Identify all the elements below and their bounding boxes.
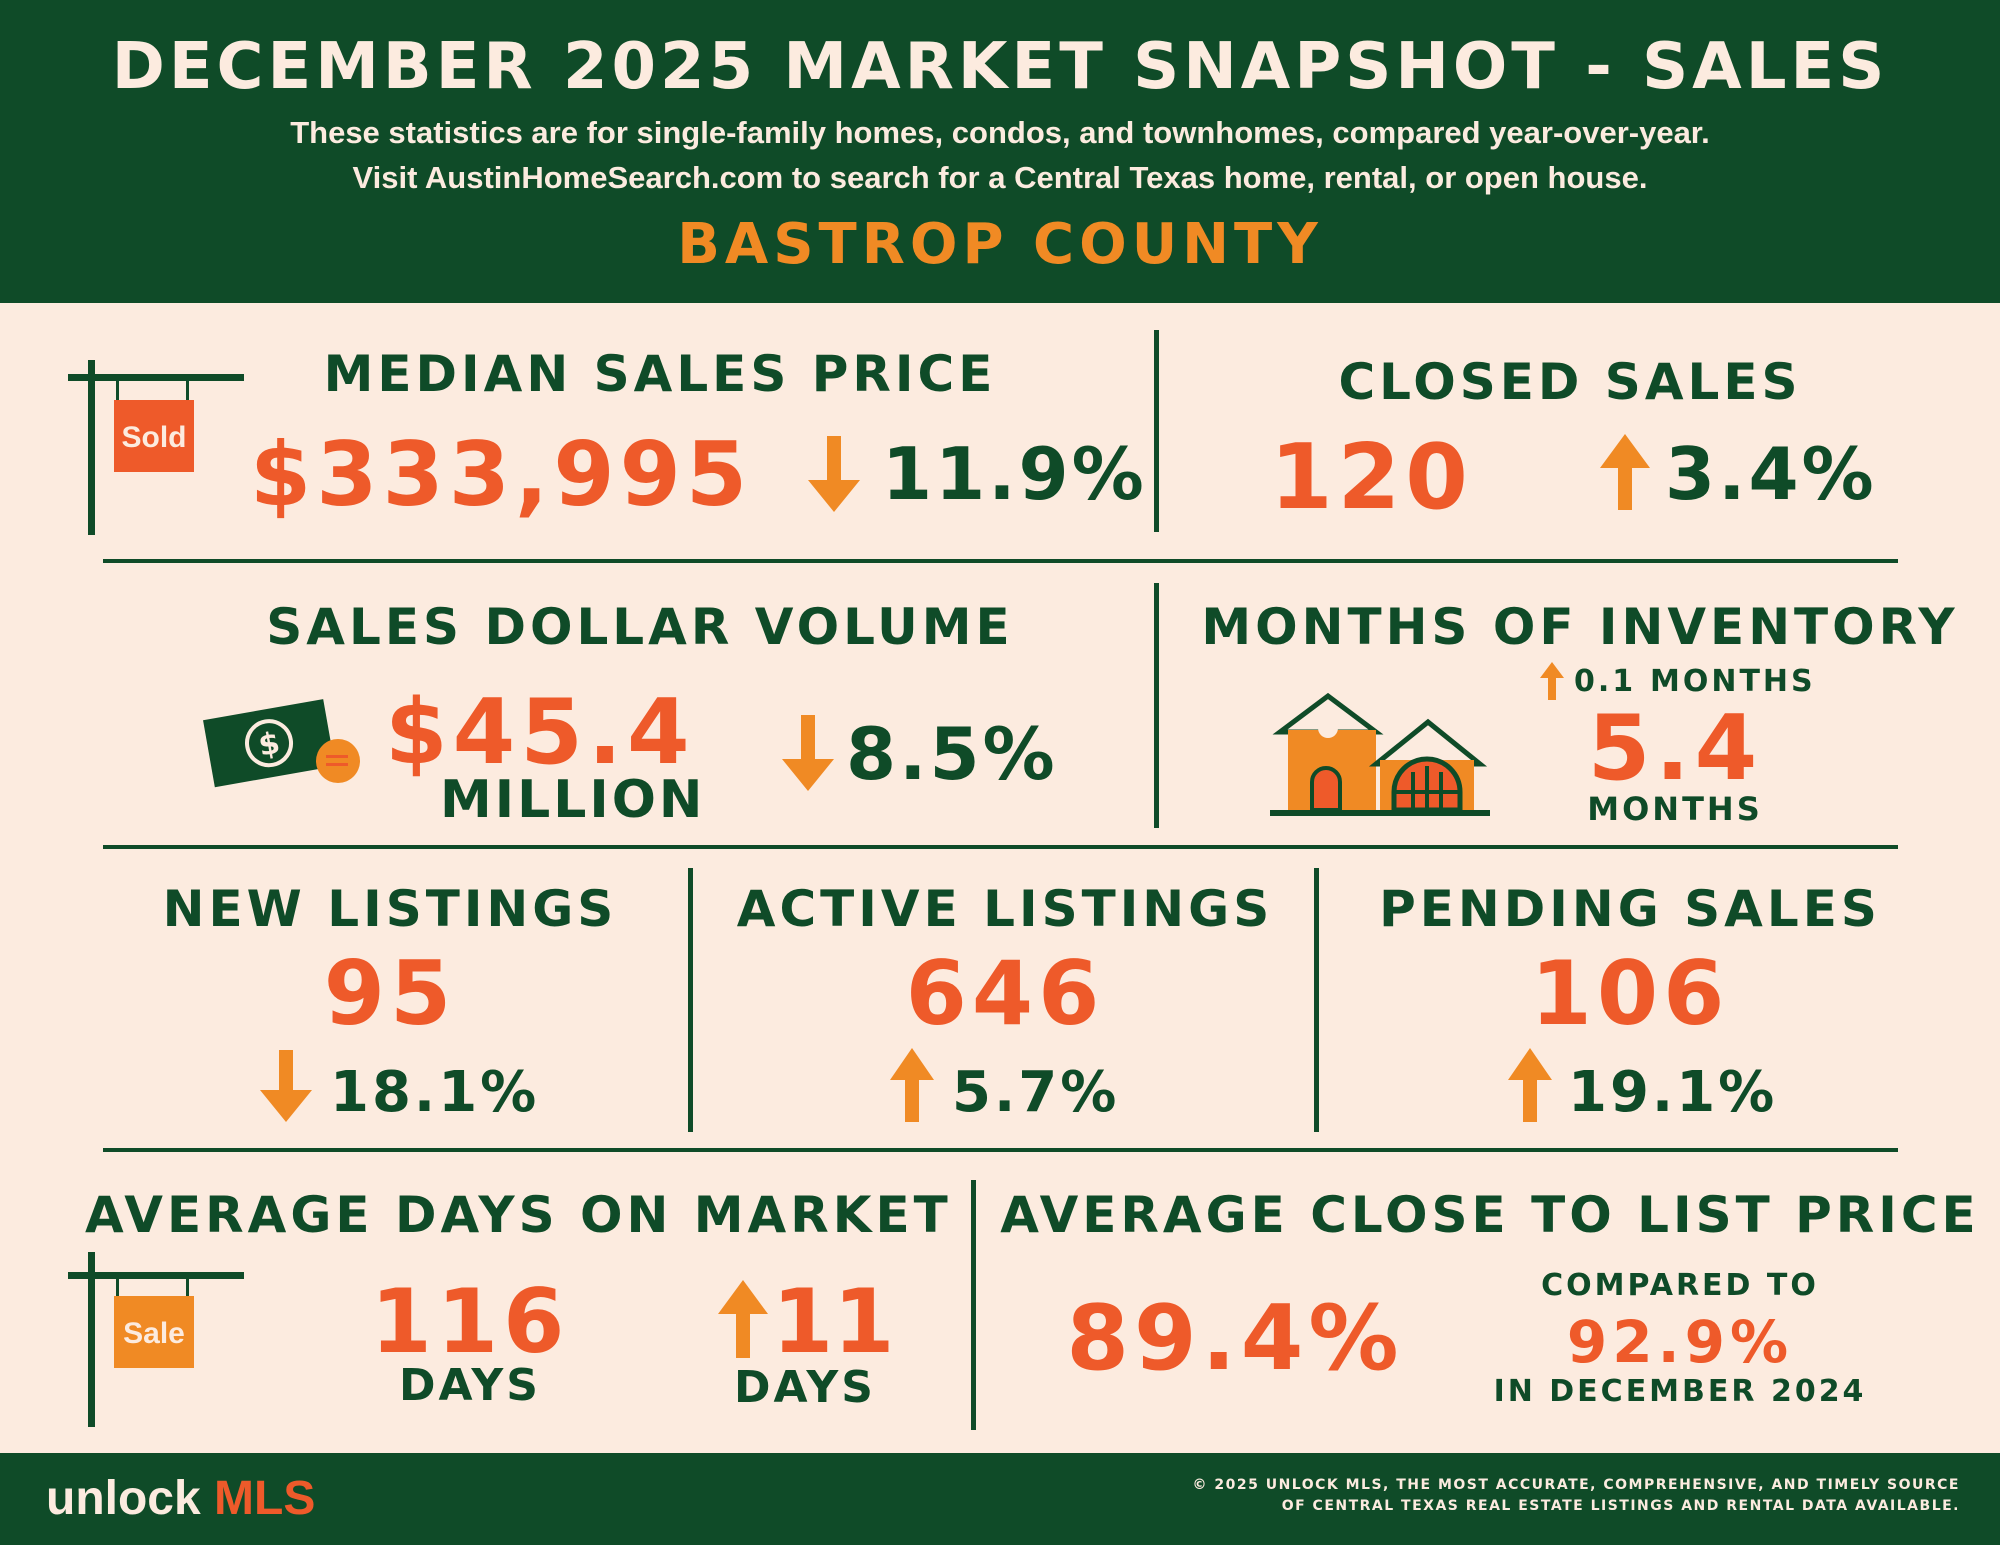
house-icon bbox=[1270, 692, 1490, 816]
closed-sales-change: 3.4% bbox=[1665, 432, 1877, 516]
svg-text:Sold: Sold bbox=[122, 421, 187, 454]
sales-dollar-volume-label: SALES DOLLAR VOLUME bbox=[266, 598, 1014, 656]
average-close-to-list-value: 89.4% bbox=[1066, 1286, 1404, 1391]
arrow-up-icon bbox=[1540, 662, 1564, 700]
footer-banner: unlock MLS © 2025 UNLOCK MLS, THE MOST A… bbox=[0, 1453, 2000, 1545]
subtitle-line-2: Visit AustinHomeSearch.com to search for… bbox=[352, 160, 1648, 195]
arrow-up-icon bbox=[1508, 1048, 1552, 1122]
average-days-on-market-label: AVERAGE DAYS ON MARKET bbox=[85, 1186, 952, 1244]
average-days-value: 116 bbox=[370, 1270, 570, 1373]
average-days-unit: DAYS bbox=[399, 1360, 541, 1411]
arrow-down-icon bbox=[782, 715, 834, 791]
subtitle-line-1: These statistics are for single-family h… bbox=[290, 115, 1710, 150]
sales-dollar-volume-unit: MILLION bbox=[440, 770, 706, 830]
median-sales-price-change: 11.9% bbox=[882, 432, 1147, 516]
page-title: DECEMBER 2025 MARKET SNAPSHOT - SALES bbox=[111, 30, 1889, 104]
closed-sales-value: 120 bbox=[1270, 425, 1473, 530]
copyright-line-2: OF CENTRAL TEXAS REAL ESTATE LISTINGS AN… bbox=[1281, 1498, 1960, 1514]
arrow-up-icon bbox=[890, 1048, 934, 1122]
compared-to-label: COMPARED TO bbox=[1541, 1268, 1819, 1303]
divider-v-row3a bbox=[688, 868, 693, 1132]
svg-text:Sale: Sale bbox=[123, 1317, 185, 1350]
pending-sales-label: PENDING SALES bbox=[1379, 880, 1881, 938]
median-sales-price-label: MEDIAN SALES PRICE bbox=[323, 345, 997, 403]
average-close-to-list-label: AVERAGE CLOSE TO LIST PRICE bbox=[1000, 1186, 1980, 1244]
new-listings-change: 18.1% bbox=[330, 1060, 540, 1125]
new-listings-label: NEW LISTINGS bbox=[162, 880, 618, 938]
median-sales-price-value: $333,995 bbox=[250, 423, 753, 526]
arrow-up-icon bbox=[1600, 434, 1650, 510]
header-banner: DECEMBER 2025 MARKET SNAPSHOT - SALES Th… bbox=[0, 0, 2000, 303]
unlock-mls-logo: unlock MLS bbox=[46, 1472, 316, 1525]
months-of-inventory-label: MONTHS OF INVENTORY bbox=[1201, 598, 1959, 656]
inventory-change-unit: MONTHS bbox=[1650, 664, 1816, 699]
active-listings-value: 646 bbox=[905, 942, 1105, 1045]
divider-v-row4 bbox=[971, 1180, 976, 1430]
sales-dollar-volume-value: $45.4 bbox=[385, 680, 695, 785]
divider-h-3 bbox=[103, 1148, 1898, 1152]
closed-sales-label: CLOSED SALES bbox=[1338, 353, 1802, 411]
arrow-down-icon bbox=[808, 436, 860, 512]
divider-h-2 bbox=[103, 845, 1898, 849]
sale-sign-icon: Sale bbox=[68, 1252, 244, 1427]
arrow-up-icon bbox=[718, 1280, 768, 1358]
pending-sales-value: 106 bbox=[1530, 942, 1730, 1045]
inventory-change-value: 0.1 bbox=[1574, 664, 1637, 699]
pending-sales-change: 19.1% bbox=[1568, 1060, 1778, 1125]
compared-value: 92.9% bbox=[1566, 1308, 1794, 1376]
active-listings-label: ACTIVE LISTINGS bbox=[736, 880, 1274, 938]
months-of-inventory-unit: MONTHS bbox=[1587, 790, 1763, 828]
money-bill-icon: $ bbox=[203, 699, 360, 788]
months-of-inventory-value: 5.4 bbox=[1587, 696, 1763, 801]
arrow-down-icon bbox=[260, 1050, 312, 1122]
sold-sign-icon: Sold bbox=[68, 360, 244, 535]
divider-v-row2 bbox=[1154, 583, 1159, 828]
new-listings-value: 95 bbox=[323, 942, 457, 1045]
active-listings-change: 5.7% bbox=[952, 1060, 1120, 1125]
average-days-change-unit: DAYS bbox=[734, 1362, 876, 1413]
average-days-change: 11 bbox=[772, 1270, 895, 1373]
compared-period: IN DECEMBER 2024 bbox=[1493, 1374, 1867, 1409]
divider-h-1 bbox=[103, 559, 1898, 563]
copyright-line-1: © 2025 UNLOCK MLS, THE MOST ACCURATE, CO… bbox=[1192, 1477, 1960, 1493]
county-name: BASTROP COUNTY bbox=[677, 212, 1323, 277]
divider-v-row3b bbox=[1314, 868, 1319, 1132]
divider-v-row1 bbox=[1154, 330, 1159, 532]
sales-dollar-volume-change: 8.5% bbox=[846, 712, 1058, 796]
